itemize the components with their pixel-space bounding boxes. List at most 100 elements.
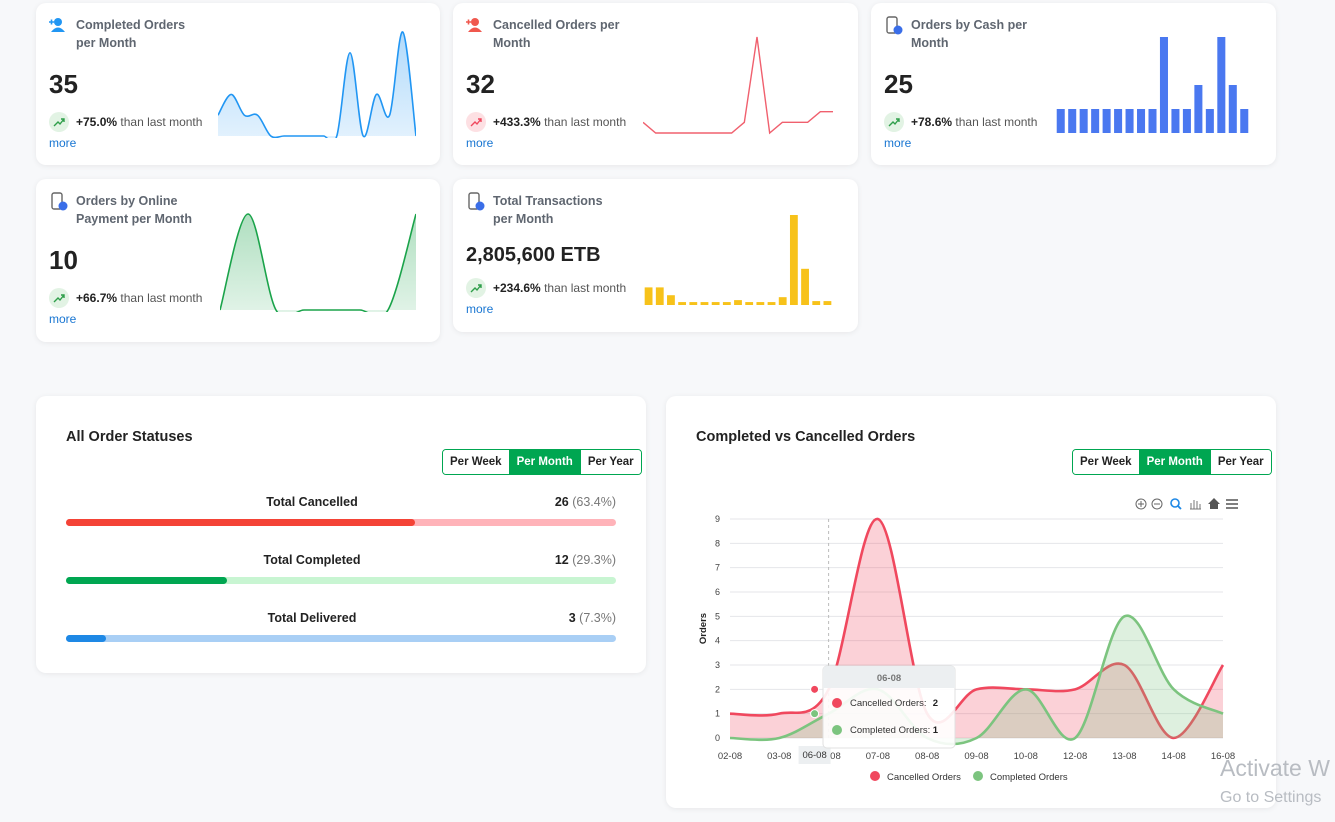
change-note: than last month (544, 281, 627, 295)
status-count: 26 (63.4%) (555, 495, 616, 509)
card-title: Orders by Cash per Month (911, 18, 1028, 50)
x-tick-label: 16-08 (1211, 751, 1235, 762)
home-button (1208, 498, 1220, 509)
spark-bar (1102, 109, 1111, 133)
stat-card: Orders by Online Payment per Month 10 +66.… (36, 179, 440, 342)
trend-badge (884, 112, 904, 132)
progress-track (66, 577, 616, 584)
tooltip-name: Completed Orders: (850, 725, 930, 736)
legend-label: Completed Orders (990, 772, 1068, 783)
spark-bar (700, 302, 709, 305)
change-value: +78.6% (911, 115, 953, 129)
period-toggle: Per Week Per Month Per Year (1072, 449, 1272, 475)
tooltip-title: 06-08 (877, 673, 901, 684)
change-text: +433.3% than last month (493, 115, 626, 129)
badge-bg (49, 288, 69, 308)
badge-arrow (470, 284, 482, 293)
spark-bar (1125, 109, 1134, 133)
zoom-select (1170, 498, 1180, 508)
icon-part (475, 201, 485, 211)
spark-bar (1194, 85, 1203, 133)
card-icon (468, 192, 485, 211)
progress-track (66, 635, 616, 642)
spark-bar (812, 301, 821, 305)
status-name: Total Delivered (267, 611, 357, 625)
spark-bar (1159, 37, 1168, 133)
zoom-button[interactable] (1135, 498, 1147, 510)
period-button[interactable]: Per Year (580, 450, 641, 474)
x-tick-label: 07-08 (866, 751, 890, 762)
spark-bar (1079, 109, 1088, 133)
chart-card: Completed vs Cancelled Orders Per Week Per… (666, 396, 1276, 808)
period-button[interactable]: Per Week (1073, 450, 1140, 474)
hover-marker (810, 709, 820, 719)
more-link[interactable]: more (49, 136, 77, 150)
more-link[interactable]: more (49, 312, 77, 326)
stat-card: Completed Orders per Month 35 +75.0% than … (36, 3, 440, 165)
badge-arrow (53, 118, 65, 127)
legend-dot (973, 771, 983, 781)
card-value: 35 (49, 69, 78, 99)
status-count: 3 (7.3%) (569, 611, 616, 625)
spark-bar (756, 302, 765, 305)
status-count: 12 (29.3%) (555, 553, 616, 567)
badge-arrow (470, 118, 482, 127)
icon-part (49, 19, 54, 25)
spark-line (220, 213, 416, 312)
more-link[interactable]: more (884, 136, 912, 150)
tooltip-value: 2 (933, 698, 938, 709)
card-icon (49, 18, 65, 32)
count-value: 26 (554, 495, 569, 509)
spark-bar (722, 302, 731, 305)
progress-bar (66, 635, 107, 642)
spark-bar (734, 300, 742, 305)
period-button[interactable]: Per Week (443, 450, 510, 474)
period-button[interactable]: Per Month (509, 450, 581, 474)
y-tick-label: 5 (715, 611, 720, 621)
legend-label: Cancelled Orders (887, 772, 961, 783)
badge-bg (466, 112, 486, 132)
icon-part (54, 18, 62, 26)
icon-part (51, 192, 63, 210)
progress-track (66, 519, 616, 526)
y-tick-label: 3 (715, 660, 720, 670)
change-note: than last month (544, 115, 627, 129)
spark-bar (1217, 37, 1226, 133)
trend-badge (466, 112, 486, 132)
zoom-button[interactable] (1151, 498, 1163, 510)
count-value: 3 (568, 611, 576, 625)
change-value: +234.6% (493, 281, 541, 295)
tooltip-dot (832, 725, 842, 735)
icon-part (466, 19, 471, 25)
spark-chart (1056, 37, 1249, 133)
more-link[interactable]: more (466, 302, 494, 316)
stat-card: Cancelled Orders per Month 32 +433.3% than… (453, 3, 858, 165)
spark-bar (1228, 85, 1237, 133)
badge-bg (466, 278, 486, 298)
x-crosshair-label: 06-08 (802, 750, 826, 761)
spark-bar (778, 297, 787, 305)
spark-chart (218, 31, 416, 138)
change-value: +66.7% (76, 291, 118, 305)
pan-button (1190, 500, 1201, 510)
card-icon (51, 192, 68, 211)
spark-bar (711, 302, 720, 305)
spark-bar (1056, 109, 1065, 133)
spark-bar (823, 301, 832, 305)
y-tick-label: 0 (715, 733, 720, 743)
card-title: Completed Orders per Month (76, 18, 186, 50)
spark-chart (644, 215, 832, 305)
period-button[interactable]: Per Year (1210, 450, 1271, 474)
spark-chart (643, 36, 833, 135)
change-text: +66.7% than last month (76, 291, 202, 305)
icon-part (468, 192, 480, 210)
icon-part (471, 18, 479, 26)
status-name: Total Completed (263, 553, 361, 567)
more-link[interactable]: more (466, 136, 494, 150)
y-tick-label: 8 (715, 538, 720, 548)
icon-part (893, 25, 903, 35)
count-percent: (7.3%) (579, 611, 616, 625)
card-value: 10 (49, 245, 78, 275)
period-button[interactable]: Per Month (1139, 450, 1211, 474)
